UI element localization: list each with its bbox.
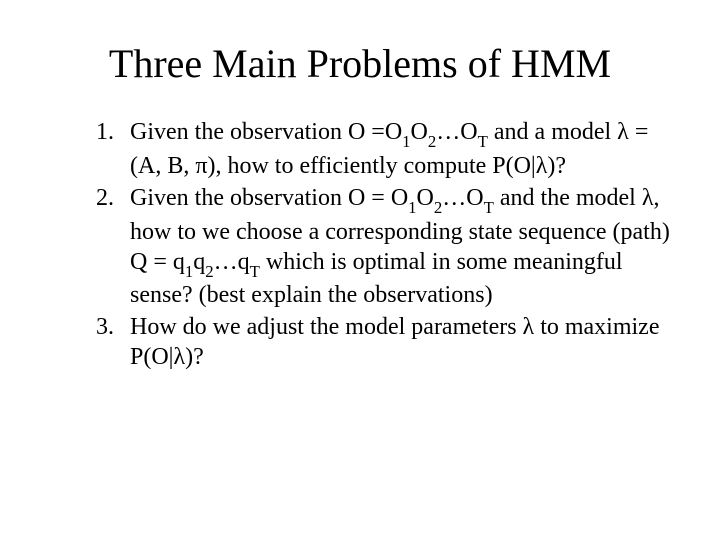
text-fragment: How do we adjust the model parameters λ … bbox=[130, 314, 660, 370]
list-item: Given the observation O =O1O2…OT and a m… bbox=[120, 117, 670, 181]
slide: Three Main Problems of HMM Given the obs… bbox=[0, 0, 720, 540]
subscript: 1 bbox=[408, 198, 416, 217]
problem-list: Given the observation O =O1O2…OT and a m… bbox=[50, 117, 670, 372]
text-fragment: …O bbox=[436, 119, 477, 145]
text-fragment: q bbox=[193, 249, 205, 275]
subscript: T bbox=[484, 198, 494, 217]
subscript: 1 bbox=[402, 132, 410, 151]
subscript: 2 bbox=[205, 262, 213, 281]
text-fragment: …O bbox=[442, 185, 483, 211]
subscript: T bbox=[250, 262, 260, 281]
list-item: How do we adjust the model parameters λ … bbox=[120, 312, 670, 372]
list-item: Given the observation O = O1O2…OT and th… bbox=[120, 183, 670, 311]
text-fragment: Given the observation O =O bbox=[130, 119, 402, 145]
text-fragment: …q bbox=[214, 249, 250, 275]
subscript: T bbox=[478, 132, 488, 151]
text-fragment: Given the observation O = O bbox=[130, 185, 408, 211]
text-fragment: O bbox=[417, 185, 434, 211]
subscript: 1 bbox=[185, 262, 193, 281]
subscript: 2 bbox=[428, 132, 436, 151]
text-fragment: O bbox=[411, 119, 428, 145]
slide-title: Three Main Problems of HMM bbox=[50, 40, 670, 87]
subscript: 2 bbox=[434, 198, 442, 217]
